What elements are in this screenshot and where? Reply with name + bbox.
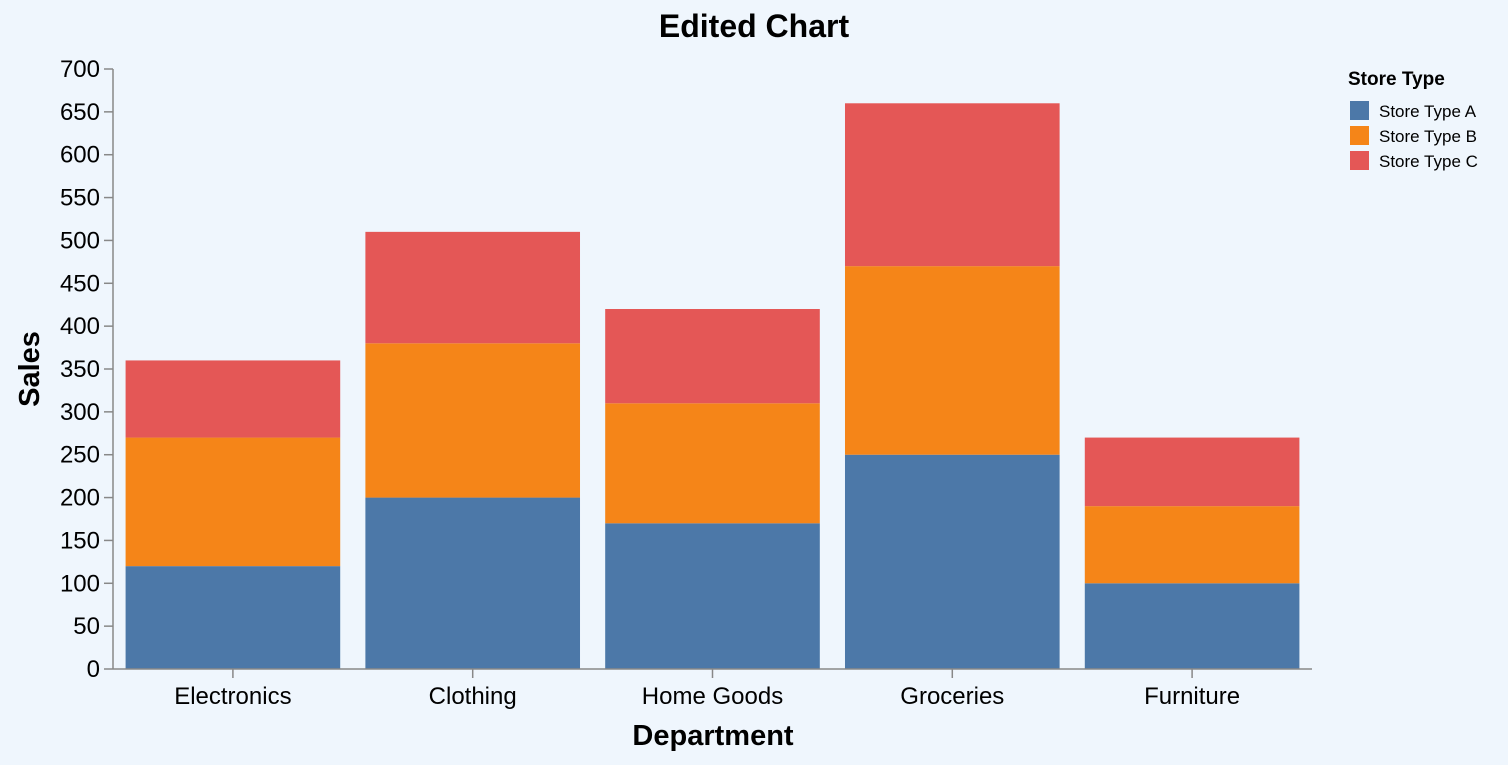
bar-furniture-store-type-c xyxy=(1084,437,1300,507)
y-tick-label: 350 xyxy=(60,356,100,383)
bar-furniture-store-type-b xyxy=(1084,506,1300,584)
bar-clothing-store-type-b xyxy=(365,343,581,498)
y-tick-label: 600 xyxy=(60,142,100,169)
y-tick-label: 100 xyxy=(60,570,100,597)
y-tick-label: 650 xyxy=(60,99,100,126)
y-axis: 0 50 100 150 200 250 300 350 400 450 500 550 600 650 7… xyxy=(60,56,114,683)
chart-title: Edited Chart xyxy=(659,8,850,44)
legend-label: Store Type A xyxy=(1379,102,1477,121)
y-tick-label: 300 xyxy=(60,399,100,426)
y-tick-label: 550 xyxy=(60,185,100,212)
y-tick-label: 0 xyxy=(87,656,100,683)
bar-home-goods-store-type-c xyxy=(605,309,820,404)
bar-groceries-store-type-a xyxy=(844,454,1060,669)
legend-item: Store Type C xyxy=(1350,151,1478,171)
x-tick-label: Electronics xyxy=(174,683,291,710)
legend-label: Store Type B xyxy=(1379,127,1477,146)
y-tick-label: 450 xyxy=(60,270,100,297)
bar-home-goods-store-type-b xyxy=(605,403,820,524)
legend-item: Store Type B xyxy=(1350,126,1477,146)
bar-electronics-store-type-c xyxy=(125,360,341,438)
y-tick-label: 700 xyxy=(60,56,100,83)
legend-swatch xyxy=(1350,101,1369,120)
bar-electronics-store-type-b xyxy=(125,437,341,567)
x-axis: Electronics Clothing Home Goods Groceries Fu… xyxy=(113,668,1312,710)
y-tick-label: 50 xyxy=(73,613,100,640)
bars-layer xyxy=(125,103,1300,669)
y-tick-label: 500 xyxy=(60,227,100,254)
legend-label: Store Type C xyxy=(1379,152,1478,171)
x-axis-title: Department xyxy=(632,720,793,752)
x-tick-label: Furniture xyxy=(1144,683,1240,710)
x-tick-label: Clothing xyxy=(429,683,517,710)
x-tick-label: Home Goods xyxy=(642,683,783,710)
y-tick-label: 400 xyxy=(60,313,100,340)
bar-home-goods-store-type-a xyxy=(605,523,820,669)
legend-item: Store Type A xyxy=(1350,101,1477,121)
bar-groceries-store-type-b xyxy=(844,266,1060,455)
legend-items: Store Type A Store Type B Store Type C xyxy=(1350,101,1478,171)
y-axis-title: Sales xyxy=(14,331,46,407)
legend-swatch xyxy=(1350,126,1369,145)
y-tick-label: 150 xyxy=(60,527,100,554)
legend-swatch xyxy=(1350,151,1369,170)
y-tick-label: 250 xyxy=(60,442,100,469)
bar-groceries-store-type-c xyxy=(844,103,1060,267)
bar-clothing-store-type-a xyxy=(365,497,581,669)
legend-title: Store Type xyxy=(1348,69,1445,90)
bar-electronics-store-type-a xyxy=(125,566,341,669)
bar-furniture-store-type-a xyxy=(1084,583,1300,669)
y-tick-label: 200 xyxy=(60,485,100,512)
bar-clothing-store-type-c xyxy=(365,231,581,344)
x-tick-label: Groceries xyxy=(900,683,1004,710)
